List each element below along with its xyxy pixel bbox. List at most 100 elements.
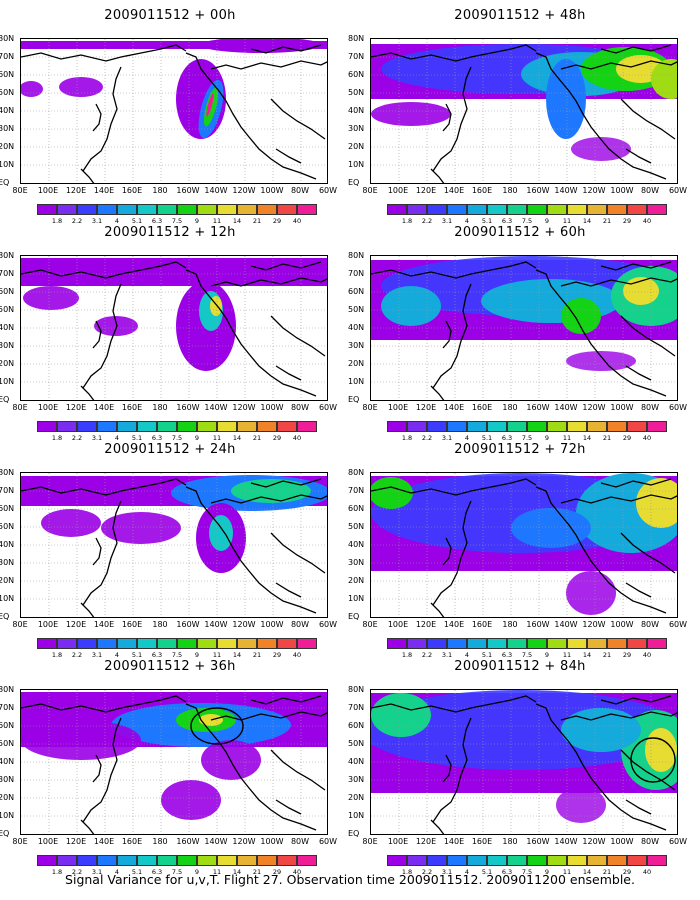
lon-tick-label: 140W: [204, 837, 228, 846]
coastline: [275, 148, 302, 164]
lat-tick-label: 60N: [0, 721, 15, 730]
colorbar-label: 5.1: [481, 434, 493, 442]
coastline: [560, 60, 677, 70]
coastline: [432, 66, 472, 172]
lon-tick-label: 120W: [582, 837, 606, 846]
panel-title: 2009011512 + 00h: [104, 8, 236, 23]
coastline: [270, 315, 326, 357]
coastline: [185, 52, 317, 180]
colorbar-label: 21: [252, 651, 262, 659]
coastline: [600, 695, 672, 705]
lat-tick-label: 80N: [0, 251, 15, 260]
colorbar-swatch: [527, 421, 547, 432]
colorbar-swatch: [567, 638, 587, 649]
colorbar-label: 29: [622, 868, 632, 876]
lon-tick-label: 80E: [12, 620, 28, 629]
colorbar-swatch: [117, 421, 137, 432]
colorbar-swatch: [647, 204, 667, 215]
colorbar: [37, 855, 317, 866]
coastline: [600, 44, 672, 54]
colorbar-label: 21: [602, 868, 612, 876]
lon-tick-label: 120E: [65, 837, 87, 846]
lon-tick-label: 160E: [471, 620, 493, 629]
coastline: [620, 98, 676, 140]
colorbar-label: 14: [582, 651, 592, 659]
lon-tick-label: 120W: [232, 403, 256, 412]
colorbar-label: 4: [464, 868, 470, 876]
lon-tick-label: 80W: [290, 837, 310, 846]
lat-tick-label: 40N: [0, 106, 15, 115]
panel-00h: 2009011512 + 00h 80N 70N 60N 50N 40N 30N 20N 10…: [0, 8, 340, 228]
colorbar-swatch: [507, 638, 527, 649]
panel-12h: 2009011512 + 12h 80N 70N 60N 50N 40N 30N 20N 10…: [0, 225, 340, 445]
colorbar-label: 14: [232, 217, 242, 225]
colorbar-label: 40: [292, 217, 302, 225]
panel-48h: 2009011512 + 48h 80N 70N 60N 50N 40N 30N 20N 10…: [348, 8, 690, 228]
coastline: [270, 532, 326, 574]
colorbar-swatch: [97, 638, 117, 649]
colorbar-label: 6.3: [151, 651, 163, 659]
lon-tick-label: 140E: [443, 186, 465, 195]
lon-tick-label: 160E: [471, 403, 493, 412]
colorbar-label: 2.2: [421, 434, 433, 442]
colorbar: [37, 421, 317, 432]
coastline: [250, 695, 322, 705]
lat-tick-label: 70N: [348, 703, 365, 712]
lon-tick-label: 140E: [93, 403, 115, 412]
coastline: [535, 703, 667, 831]
variance-contour: [561, 298, 601, 334]
colorbar-label: 29: [622, 651, 632, 659]
lon-tick-label: 120W: [582, 403, 606, 412]
colorbar-swatch: [297, 204, 317, 215]
coastline: [250, 44, 322, 54]
colorbar-swatch: [177, 638, 197, 649]
panel-36h: 2009011512 + 36h 80N 70N 60N 50N 40N 30N 20N 10…: [0, 659, 340, 879]
colorbar-label: 14: [582, 217, 592, 225]
colorbar-swatch: [527, 204, 547, 215]
coastline: [535, 52, 667, 180]
map-plot: [20, 255, 328, 401]
lon-tick-label: 100W: [260, 186, 284, 195]
coastline: [625, 799, 652, 815]
colorbar-swatch: [507, 855, 527, 866]
colorbar-swatch: [37, 638, 57, 649]
coastline: [430, 819, 445, 834]
lon-tick-label: 80W: [640, 403, 660, 412]
lat-tick-label: 60N: [0, 287, 15, 296]
colorbar-swatch: [197, 855, 217, 866]
lat-tick-label: 50N: [348, 739, 365, 748]
panel-60h: 2009011512 + 60h 80N 70N 60N 50N 40N 30N 20N 10…: [348, 225, 690, 445]
lat-tick-label: 20N: [348, 793, 365, 802]
coastline: [80, 168, 95, 183]
lat-tick-label: 70N: [0, 52, 15, 61]
lon-tick-label: 140W: [204, 403, 228, 412]
colorbar-label: 3.1: [441, 217, 453, 225]
lon-tick-label: 100E: [37, 620, 59, 629]
lon-tick-label: 160W: [526, 186, 550, 195]
colorbar-swatch: [257, 204, 277, 215]
coastline: [92, 103, 102, 132]
colorbar-label: 1.8: [51, 651, 63, 659]
lat-tick-label: 30N: [0, 124, 15, 133]
colorbar-label: 2.2: [71, 868, 83, 876]
coastline: [625, 365, 652, 381]
lon-tick-label: 120W: [582, 620, 606, 629]
lon-tick-label: 160W: [176, 186, 200, 195]
colorbar-swatch: [177, 204, 197, 215]
lat-tick-label: 60N: [348, 504, 365, 513]
coastline: [620, 315, 676, 357]
coastline: [560, 711, 677, 721]
lon-tick-label: 120E: [415, 837, 437, 846]
lon-tick-label: 160E: [121, 837, 143, 846]
colorbar-swatch: [257, 421, 277, 432]
lat-tick-label: 60N: [348, 721, 365, 730]
lat-tick-label: 60N: [0, 504, 15, 513]
colorbar-label: 1.8: [401, 217, 413, 225]
colorbar-swatch: [157, 204, 177, 215]
lat-tick-label: 30N: [0, 341, 15, 350]
colorbar-swatch: [157, 855, 177, 866]
lon-tick-label: 140W: [554, 837, 578, 846]
coastline: [442, 320, 452, 349]
colorbar-label: 29: [272, 868, 282, 876]
lat-tick-label: 30N: [348, 558, 365, 567]
